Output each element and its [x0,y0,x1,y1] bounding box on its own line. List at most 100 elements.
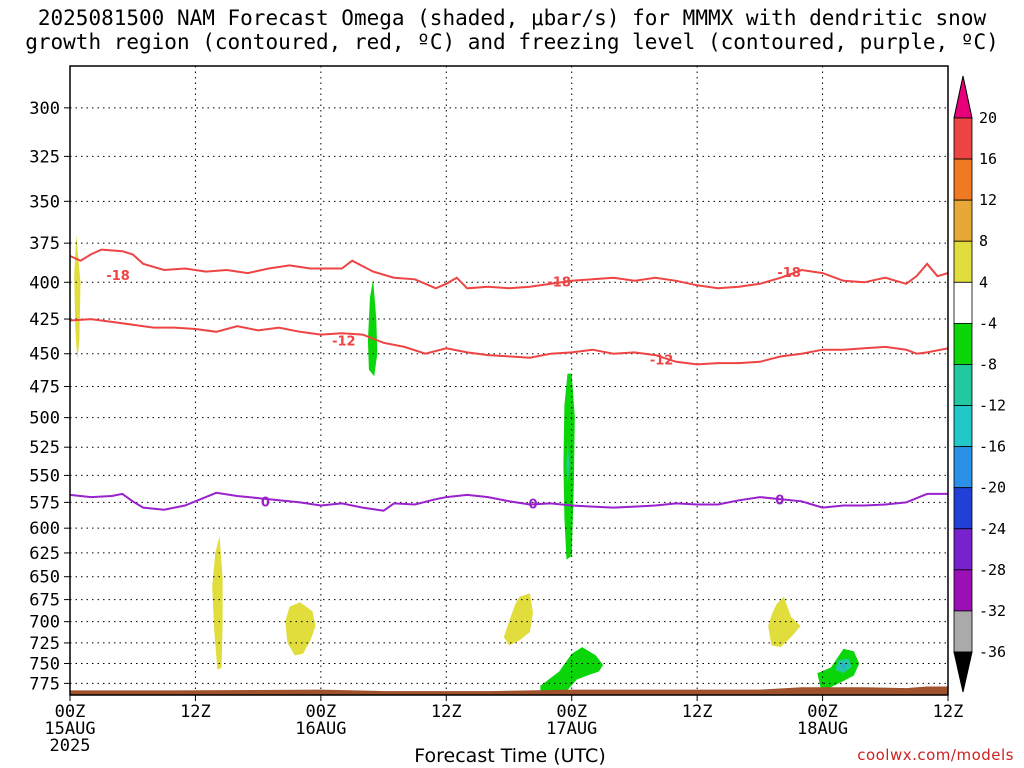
plot-frame [69,65,949,696]
y-tick-label-475: 475 [29,378,60,398]
y-tick-label-400: 400 [29,273,60,293]
colorbar-tick-label-7: -12 [979,397,1006,415]
colorbar-swatch-12 [953,610,973,653]
omega-region-3 [566,441,570,487]
title-line-1: 2025081500 NAM Forecast Omega (shaded, μ… [37,6,987,30]
y-tick-label-625: 625 [29,544,60,564]
colorbar-swatch-2 [953,199,973,242]
colorbar-swatch-7 [953,405,973,448]
contour-label--12-1: -12 [650,353,674,368]
colorbar-tick-label-1: 16 [979,150,997,168]
omega-region-6 [503,593,533,646]
x-tick-label-line: 12Z [180,702,211,722]
y-tick-label-425: 425 [29,310,60,330]
colorbar-tick-label-8: -16 [979,438,1006,456]
colorbar-swatch-4 [953,281,973,324]
colorbar-swatch-1 [953,158,973,201]
colorbar-tick-label-0: 20 [979,109,997,127]
y-tick-label-350: 350 [29,192,60,212]
x-tick-label-line: 12Z [933,702,964,722]
y-tick-label-500: 500 [29,409,60,429]
x-tick-label-line: 00Z [556,702,587,722]
y-tick-label-525: 525 [29,438,60,458]
contour-label--18-1: -18 [547,275,571,290]
colorbar-tick-label-9: -20 [979,479,1006,497]
colorbar-tick-label-6: -8 [979,355,997,373]
contour-label-0-0: 0 [261,495,270,510]
y-tick-label-650: 650 [29,568,60,588]
axes-layer: 300 325 350 375 400 425 450 475 500 525 550 575 600 6… [29,65,964,756]
contour-label--18-2: -18 [777,266,801,281]
x-tick-label-24: 00Z 16AUG [295,702,346,739]
colorbar-tick-label-4: 4 [979,273,988,291]
grid-layer [70,66,948,695]
y-tick-label-450: 450 [29,345,60,365]
contour-line--18 [69,248,949,290]
x-tick-label-line: 15AUG [44,719,95,739]
x-tick-label-line: 00Z [807,702,838,722]
ground-terrain [70,686,948,695]
colorbar-tick-label-11: -28 [979,561,1006,579]
omega-region-4 [212,536,223,670]
title-line-2: growth region (contoured, red, ºC) and f… [25,30,999,54]
y-tick-label-550: 550 [29,466,60,486]
y-tick-label-300: 300 [29,99,60,119]
x-tick-label-12: 12Z [180,702,211,722]
contour-label-0-2: 0 [775,493,784,508]
colorbar-top-triangle [953,75,973,119]
y-tick-label-700: 700 [29,613,60,633]
y-tick-label-600: 600 [29,519,60,539]
y-tick-label-575: 575 [29,493,60,513]
x-tick-label-0: 00Z 15AUG 2025 [44,702,95,756]
colorbar-swatch-10 [953,528,973,571]
y-tick-label-725: 725 [29,634,60,654]
x-tick-label-line: 12Z [682,702,713,722]
colorbar-swatch-11 [953,569,973,612]
x-tick-label-line: 16AUG [295,719,346,739]
x-tick-label-48: 00Z 17AUG [546,702,597,739]
x-tick-label-60: 12Z [682,702,713,722]
contour-label--18-0: -18 [106,269,130,284]
y-tick-label-325: 325 [29,147,60,167]
contour-line--12 [69,318,949,366]
colorbar-tick-label-5: -4 [979,314,997,332]
omega-region-1 [367,279,378,377]
ground-layer [70,686,948,695]
colorbar-swatch-6 [953,364,973,406]
colorbar-swatch-0 [953,117,973,160]
contour-label-0-1: 0 [529,497,538,512]
colorbar: 20 16 12 8 4 -4 -8 -12 -16 -20 -24 -28 -32 -36 [953,75,1006,693]
x-tick-label-36: 12Z [431,702,462,722]
x-axis-label: Forecast Time (UTC) [414,745,606,767]
credit-link[interactable]: coolwx.com/models [857,746,1014,764]
colorbar-swatch-5 [953,322,973,365]
x-tick-label-line: 12Z [431,702,462,722]
colorbar-bottom-triangle [953,651,973,693]
contour-line-0 [69,491,948,512]
omega-region-5 [285,602,316,656]
colorbar-swatch-9 [953,487,973,530]
contour-layer: -18 -18 -18 -12 -12 0 0 0 [69,248,949,512]
omega-shading-layer [74,235,860,695]
colorbar-tick-label-13: -36 [979,643,1006,661]
y-tick-label-775: 775 [29,674,60,694]
x-tick-label-84: 12Z [933,702,964,722]
colorbar-swatch-3 [953,240,973,283]
colorbar-tick-label-2: 12 [979,191,997,209]
x-tick-label-line: 2025 [50,736,91,756]
colorbar-tick-label-10: -24 [979,520,1006,538]
omega-region-11 [841,663,847,669]
x-tick-label-line: 00Z [55,702,86,722]
y-tick-label-750: 750 [29,654,60,674]
x-tick-label-72: 00Z 18AUG [797,702,848,739]
chart-title: 2025081500 NAM Forecast Omega (shaded, μ… [0,6,1024,54]
y-tick-label-375: 375 [29,234,60,254]
x-tick-label-line: 18AUG [797,719,848,739]
x-tick-label-line: 00Z [305,702,336,722]
y-tick-label-675: 675 [29,591,60,611]
colorbar-tick-label-12: -32 [979,602,1006,620]
contour-label--12-0: -12 [332,334,356,349]
omega-region-0 [74,235,81,361]
colorbar-swatch-8 [953,446,973,489]
